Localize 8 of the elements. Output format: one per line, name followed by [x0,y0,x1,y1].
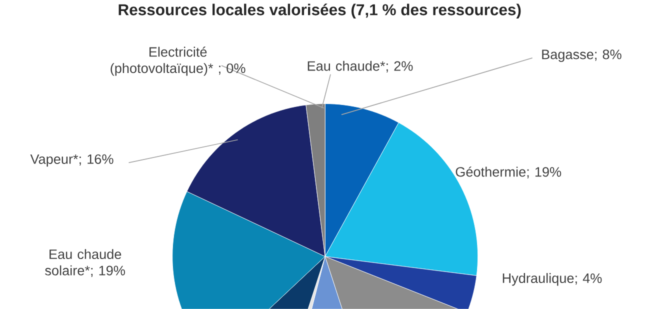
chart-title: Ressources locales valorisées (7,1 % des ressources) [118,4,521,19]
slice-label: Hydraulique; 4% [502,273,602,286]
slice-label: Bagasse; 8% [542,50,622,62]
slice-label: Vapeur*; 16% [30,154,114,167]
slice-label: Géothermie; 19% [456,166,562,178]
category-label: Electricité (photovoltaïque)* ; 0% [110,46,246,76]
slice-label: Eau chaude*; 2% [308,60,413,73]
slice-label: Eau chaude solaire*; 19% [45,249,125,278]
